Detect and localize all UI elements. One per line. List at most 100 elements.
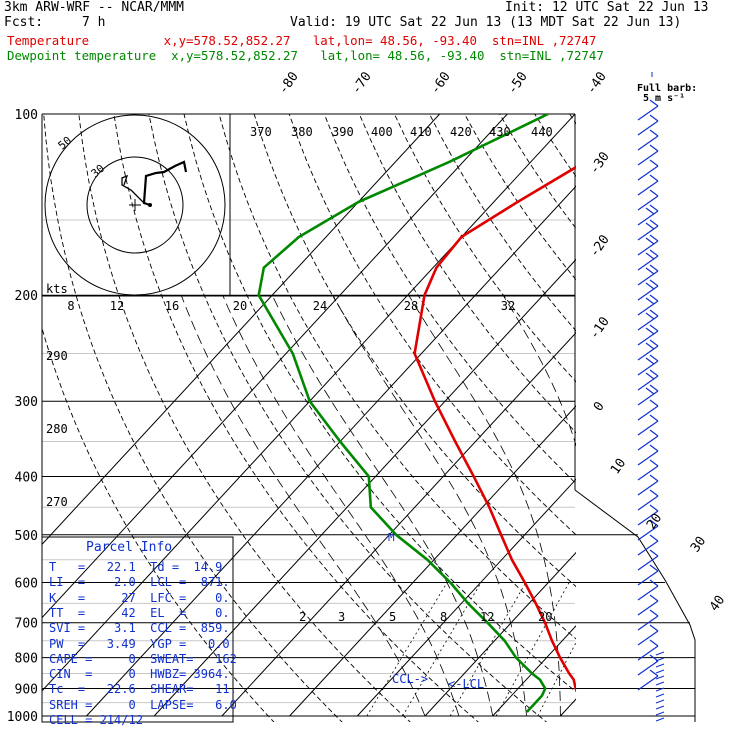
wind-barb-flag [649,384,659,392]
isotherm-label: -20 [587,232,613,260]
theta-label: 280 [46,422,68,436]
wind-barb-staff [637,300,659,316]
wind-barb-staff [637,150,659,166]
theta-label: 390 [332,125,354,139]
wind-barb-staff [637,660,659,676]
wind-barb-flag [645,282,655,290]
wind-barb-flag [649,294,659,302]
wind-barb-flag [649,609,659,617]
hodograph-ring-outer [44,114,226,296]
isotherm-label: -40 [584,69,610,97]
wind-barb-flag [649,219,659,227]
wind-barb-staff [637,375,659,391]
theta-label: 290 [46,349,68,363]
theta-label: 410 [410,125,432,139]
wind-barb-staff [637,465,659,481]
pressure-tick-label: 400 [15,470,38,485]
hodograph-ring-label: 50 [56,134,75,152]
parcel-info-row: SVI = 3.1 CCL = 859. [49,621,230,636]
parcel-info-row: TT = 42 EL = 0. [49,605,230,620]
theta-label: 370 [250,125,272,139]
wind-barb-flag [649,654,659,662]
legend-dewpoint: Dewpoint temperature x,y=578.52,852.27 l… [7,48,604,63]
wind-barb-flag [649,564,659,572]
isotherm-label: 20 [644,511,665,532]
isotherm-line [424,551,576,717]
wind-barb-flag [649,279,659,287]
dry-adiabat-line [464,114,576,281]
wind-barb-flag [649,489,659,497]
wind-barb-staff [637,615,659,631]
parcel-marker: M [388,531,395,544]
chart-frame-slope [574,489,696,722]
mixing-ratio-label: 5 [389,610,396,624]
dry-adiabat-line [148,114,548,722]
wind-barb-low [655,699,665,704]
wind-barb-flag [649,324,659,332]
wind-barb-staff [637,345,659,361]
wind-barb-staff [637,495,659,511]
dry-adiabat-line [43,114,343,722]
wind-barb-flag [649,504,659,512]
pressure-tick-label: 600 [15,576,38,591]
wind-barb-staff [637,120,659,136]
wind-barb-flag [649,339,659,347]
isotherm-line [153,258,576,717]
wind-barb-flag [649,444,659,452]
pressure-tick-label: 200 [15,289,38,304]
chart-grid [41,113,696,723]
wind-barb-low [655,651,665,656]
temperature-profile-line [413,165,576,693]
wind-barb-flag [649,129,659,137]
wind-barb-staff [637,435,659,451]
mixing-ratio-label: 2 [299,610,306,624]
wind-barb-staff [637,555,659,571]
mixing-ratio-line [449,582,527,717]
hodograph-trace-low [121,174,145,204]
hodograph: 50 30 kts 8 12 16 20 24 28 32 [42,114,575,313]
isotherm-line [289,405,576,717]
forecast-hours: 7 h [82,15,106,30]
wind-barb-low [655,711,665,716]
theta-label: 430 [489,125,511,139]
dry-adiabat-line [113,114,479,722]
pressure-tick-label: 700 [15,617,38,632]
wind-barb-staff [637,450,659,466]
mixing-ratio-line [402,582,482,717]
init-time: Init: 12 UTC Sat 22 Jun 13 [505,0,709,15]
wind-barb-flag [649,519,659,527]
wind-barb-staff [637,420,659,436]
wind-barb-staff [637,645,659,661]
wind-barb-staff [637,105,659,121]
isotherm-line [492,625,576,717]
wind-barb-staff [637,390,659,406]
wind-barb-staff [637,135,659,151]
dry-adiabat-line [358,114,576,434]
isotherm-line [356,478,576,717]
hodograph-ring-label: 30 [89,162,108,180]
wind-barb-flag [649,144,659,152]
dry-adiabat-line [393,114,576,383]
pressure-tick-label: 900 [15,682,38,697]
wind-barb-staff [637,255,659,271]
theta-label: 420 [450,125,472,139]
mixing-ratio-line [366,582,448,717]
barb-key-title: Full barb: [637,83,698,94]
isotherm-line [42,114,441,546]
wind-barb-flag [645,222,655,230]
dry-adiabat-line [288,114,576,536]
moist-adiabat-line [502,294,576,447]
wind-barb-staff [637,285,659,301]
hodograph-trace [142,160,188,207]
pressure-tick-label: 800 [15,652,38,667]
theta-label: 440 [531,125,553,139]
pressure-tick-label: 300 [15,395,38,410]
parcel-info-row: CIN = 0 HWBZ= 3964. [49,667,230,682]
dry-adiabat-line [323,114,576,485]
hodograph-scale-label: 28 [404,299,418,313]
wind-barb-flag [649,624,659,632]
dry-adiabat-line [569,114,576,125]
wind-barb-flag [645,237,655,245]
dry-adiabat-line [253,114,576,588]
wind-barb-flag [645,342,655,350]
